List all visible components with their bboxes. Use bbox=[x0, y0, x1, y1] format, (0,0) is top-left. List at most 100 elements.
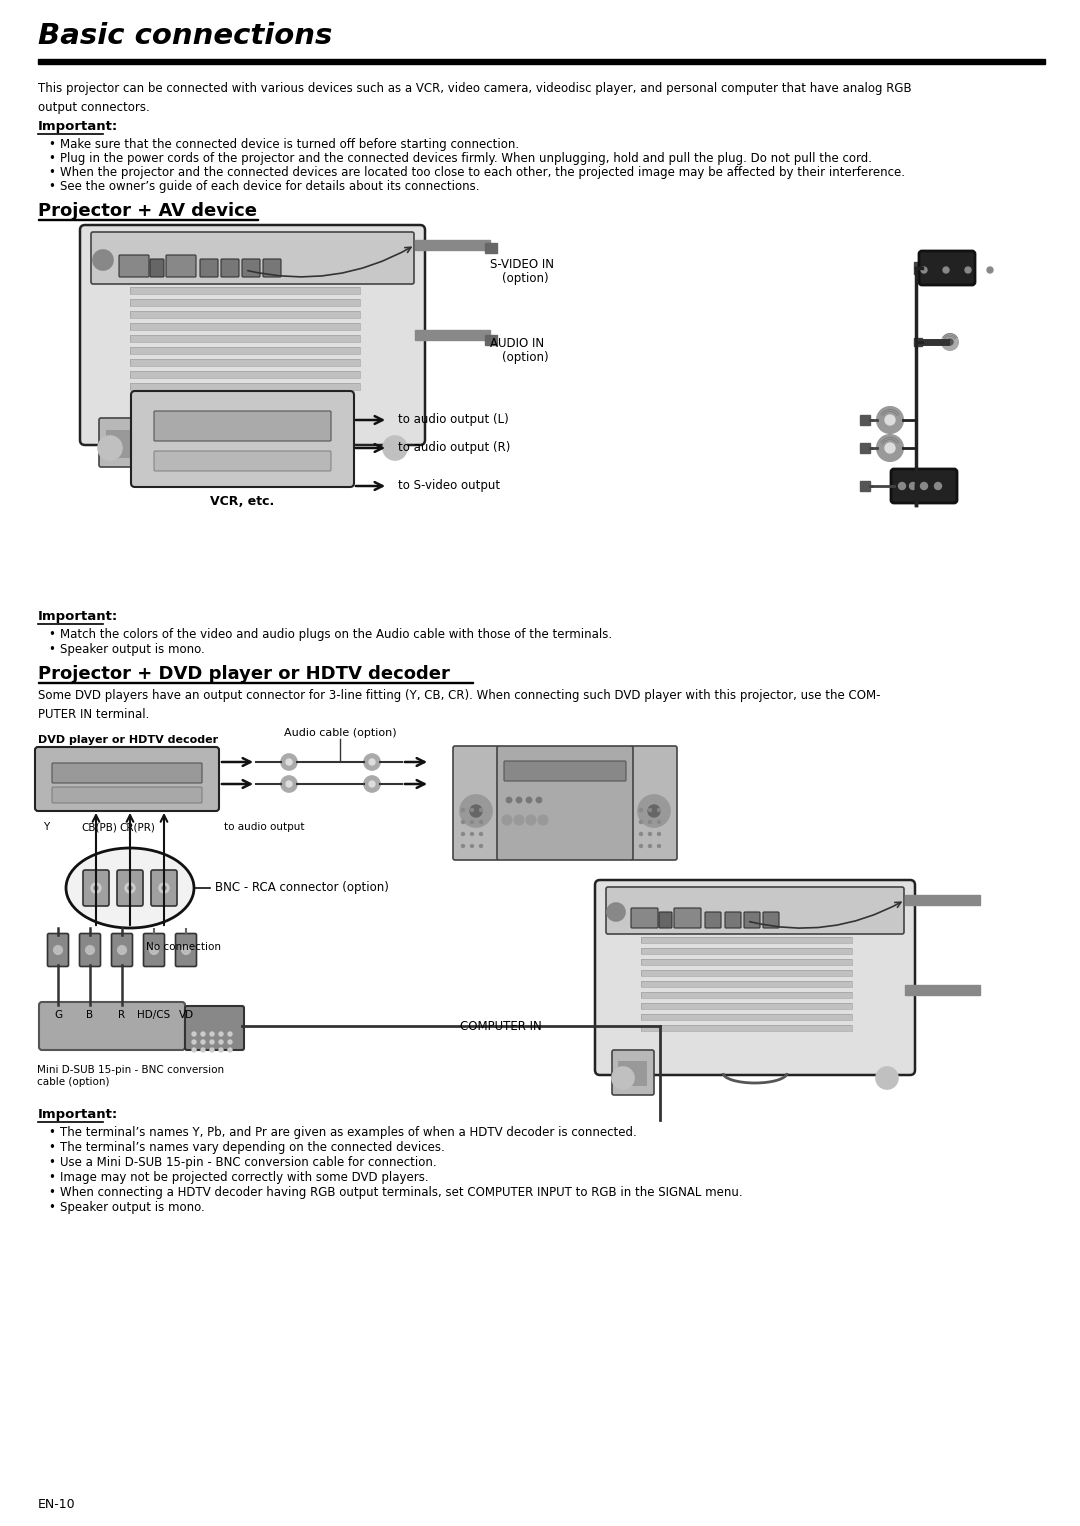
FancyBboxPatch shape bbox=[453, 746, 499, 861]
Text: •: • bbox=[48, 1157, 55, 1169]
Circle shape bbox=[899, 482, 905, 490]
Circle shape bbox=[639, 809, 643, 812]
Circle shape bbox=[201, 1032, 205, 1036]
Bar bbox=[642, 948, 852, 954]
Circle shape bbox=[612, 1067, 634, 1090]
Text: R: R bbox=[119, 1010, 125, 1019]
Bar bbox=[642, 992, 852, 998]
Circle shape bbox=[943, 267, 949, 273]
Ellipse shape bbox=[66, 848, 194, 928]
Text: B: B bbox=[86, 1010, 94, 1019]
Circle shape bbox=[920, 482, 928, 490]
Text: G: G bbox=[54, 1010, 62, 1019]
Circle shape bbox=[648, 844, 651, 847]
Circle shape bbox=[507, 797, 512, 803]
Circle shape bbox=[658, 844, 661, 847]
Circle shape bbox=[162, 887, 166, 890]
Circle shape bbox=[877, 407, 903, 433]
Bar bbox=[914, 337, 922, 346]
Circle shape bbox=[516, 797, 522, 803]
Text: Some DVD players have an output connector for 3-line fitting (Y, CB, CR). When c: Some DVD players have an output connecto… bbox=[38, 690, 880, 720]
Circle shape bbox=[658, 821, 661, 824]
FancyBboxPatch shape bbox=[606, 887, 904, 934]
Bar bbox=[130, 299, 360, 307]
Circle shape bbox=[210, 1032, 214, 1036]
FancyBboxPatch shape bbox=[80, 934, 100, 966]
Bar bbox=[642, 971, 852, 977]
Circle shape bbox=[966, 267, 971, 273]
Circle shape bbox=[514, 815, 524, 826]
Bar bbox=[642, 981, 852, 987]
FancyBboxPatch shape bbox=[83, 870, 109, 906]
Bar bbox=[130, 359, 360, 366]
Circle shape bbox=[480, 809, 483, 812]
Circle shape bbox=[480, 833, 483, 836]
Circle shape bbox=[471, 821, 473, 824]
FancyBboxPatch shape bbox=[659, 913, 672, 928]
Bar bbox=[415, 240, 490, 250]
Bar bbox=[130, 336, 360, 342]
Bar bbox=[642, 1003, 852, 1009]
Text: Speaker output is mono.: Speaker output is mono. bbox=[60, 1201, 205, 1215]
Text: See the owner’s guide of each device for details about its connections.: See the owner’s guide of each device for… bbox=[60, 180, 480, 192]
FancyBboxPatch shape bbox=[612, 1050, 654, 1096]
FancyBboxPatch shape bbox=[52, 763, 202, 783]
Circle shape bbox=[219, 1041, 222, 1044]
FancyBboxPatch shape bbox=[48, 934, 68, 966]
Bar bbox=[485, 336, 497, 345]
Circle shape bbox=[98, 436, 122, 459]
FancyBboxPatch shape bbox=[150, 259, 164, 278]
Bar bbox=[130, 383, 360, 391]
Bar bbox=[642, 1025, 852, 1032]
Text: This projector can be connected with various devices such as a VCR, video camera: This projector can be connected with var… bbox=[38, 82, 912, 114]
Circle shape bbox=[471, 844, 473, 847]
FancyBboxPatch shape bbox=[131, 391, 354, 487]
Circle shape bbox=[471, 833, 473, 836]
Circle shape bbox=[192, 1048, 195, 1051]
FancyBboxPatch shape bbox=[35, 748, 219, 810]
Text: Y: Y bbox=[43, 823, 50, 832]
Text: •: • bbox=[48, 1126, 55, 1138]
Circle shape bbox=[54, 946, 63, 954]
Circle shape bbox=[118, 946, 126, 954]
Text: Important:: Important: bbox=[38, 610, 118, 623]
Text: •: • bbox=[48, 1201, 55, 1215]
Text: HD/CS: HD/CS bbox=[137, 1010, 171, 1019]
Bar bbox=[642, 1003, 852, 1009]
Circle shape bbox=[201, 1048, 205, 1051]
Text: No connection: No connection bbox=[146, 942, 221, 952]
Circle shape bbox=[470, 806, 482, 816]
Circle shape bbox=[934, 482, 942, 490]
Circle shape bbox=[639, 844, 643, 847]
Circle shape bbox=[192, 1032, 195, 1036]
Circle shape bbox=[638, 795, 670, 827]
Bar bbox=[905, 984, 980, 995]
Circle shape bbox=[526, 797, 532, 803]
FancyBboxPatch shape bbox=[166, 255, 195, 278]
Circle shape bbox=[461, 821, 464, 824]
Text: Image may not be projected correctly with some DVD players.: Image may not be projected correctly wit… bbox=[60, 1170, 429, 1184]
Circle shape bbox=[181, 946, 190, 954]
Text: Projector + AV device: Projector + AV device bbox=[38, 201, 257, 220]
Text: When the projector and the connected devices are located too close to each other: When the projector and the connected dev… bbox=[60, 166, 905, 179]
Circle shape bbox=[461, 844, 464, 847]
Text: Match the colors of the video and audio plugs on the Audio cable with those of t: Match the colors of the video and audio … bbox=[60, 629, 612, 641]
Circle shape bbox=[648, 821, 651, 824]
Text: Important:: Important: bbox=[38, 1108, 118, 1122]
FancyBboxPatch shape bbox=[891, 468, 957, 504]
Text: Plug in the power cords of the projector and the connected devices firmly. When : Plug in the power cords of the projector… bbox=[60, 153, 872, 165]
Circle shape bbox=[383, 436, 407, 459]
FancyBboxPatch shape bbox=[119, 255, 149, 278]
Circle shape bbox=[885, 443, 895, 453]
Circle shape bbox=[91, 884, 102, 893]
Text: BNC - RCA connector (option): BNC - RCA connector (option) bbox=[215, 882, 389, 894]
Bar bbox=[642, 1025, 852, 1032]
Bar bbox=[618, 1061, 647, 1087]
Circle shape bbox=[502, 815, 512, 826]
FancyBboxPatch shape bbox=[504, 761, 626, 781]
Circle shape bbox=[461, 809, 464, 812]
FancyBboxPatch shape bbox=[242, 259, 260, 278]
Circle shape bbox=[364, 754, 380, 771]
Text: CB(PB): CB(PB) bbox=[81, 823, 117, 832]
Circle shape bbox=[921, 267, 927, 273]
